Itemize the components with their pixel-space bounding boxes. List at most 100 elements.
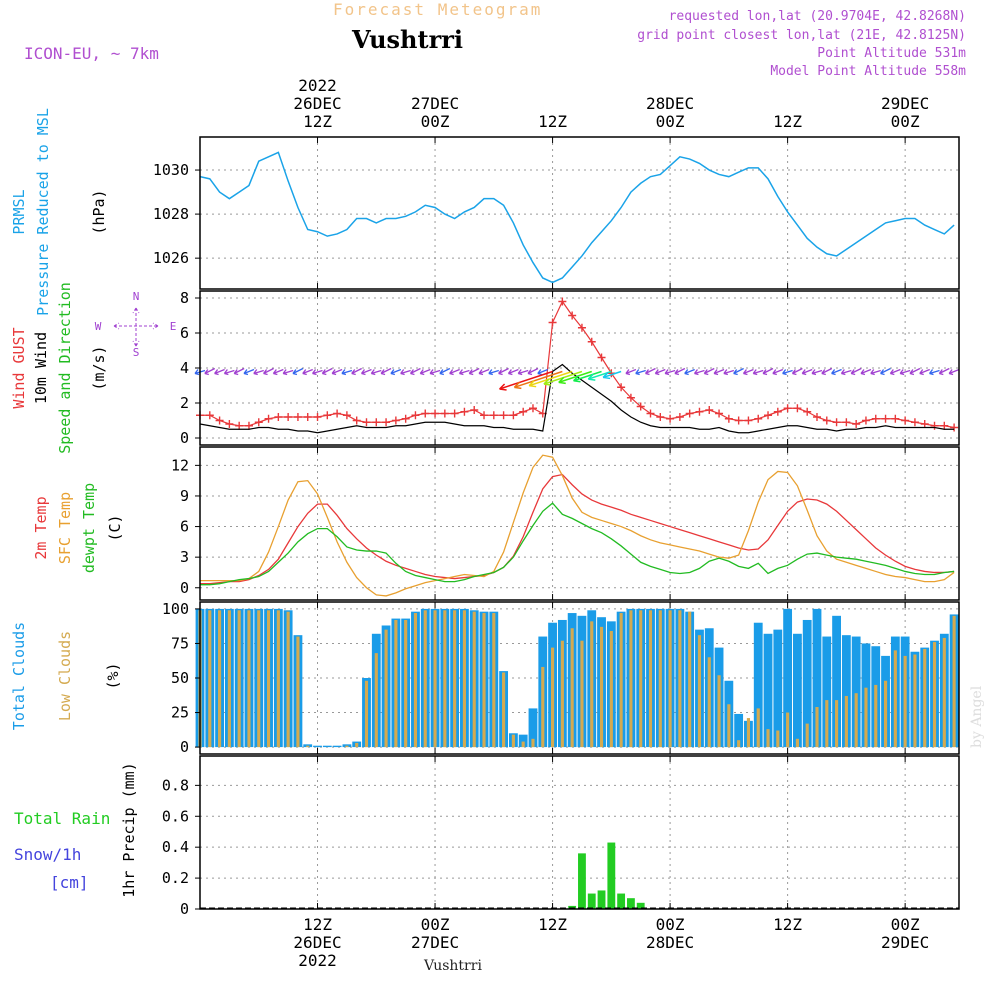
low-clouds-bar (639, 610, 643, 748)
text-layer: 1026 1028 1030 0 2 4 6 8 0 3 6 9 12 0 25 50 75 100 0 0.2 0.4… (10, 76, 929, 970)
wind-barb (899, 369, 911, 376)
unit-wind: (m/s) (90, 345, 108, 390)
ytick-label-pressure: 1028 (153, 205, 189, 223)
wind-barb (850, 367, 862, 376)
wind-barb (439, 367, 451, 376)
low-clouds-bar (932, 642, 937, 748)
wind-barb (517, 369, 529, 376)
low-clouds-bar (874, 684, 878, 748)
rain-bar (597, 890, 606, 909)
ytick-label-precip: 0.4 (162, 838, 189, 856)
gust-marker (489, 411, 498, 420)
wind-barb (253, 369, 264, 376)
wind-barb (791, 367, 803, 376)
low-clouds-bar (482, 613, 486, 748)
label-pressure-msl: Pressure Reduced to MSL (34, 108, 52, 316)
low-clouds-bar (599, 626, 604, 748)
gust-marker (852, 420, 861, 428)
low-clouds-bar (374, 653, 378, 748)
t2m-line (200, 473, 955, 585)
gust-marker (734, 416, 743, 425)
gust-marker (333, 409, 342, 418)
total-clouds-bar (851, 636, 861, 748)
top-time-label: 27DEC (411, 94, 459, 113)
wind-barb-strong (514, 370, 563, 389)
bottom-time-label: 29DEC (881, 933, 929, 952)
wind-barb (449, 368, 460, 376)
wind-barb-strong (558, 370, 592, 384)
low-clouds-bar (227, 610, 231, 748)
low-clouds-bar (619, 613, 623, 748)
wind-barb (870, 369, 881, 376)
wind-barb (360, 368, 372, 376)
gust-marker (881, 414, 890, 423)
ytick-label-pressure: 1026 (153, 249, 189, 267)
low-clouds-bar (462, 610, 466, 748)
low-clouds-bar (893, 650, 897, 748)
ytick-label-clouds: 100 (162, 600, 189, 618)
low-clouds-bar (903, 655, 907, 748)
gust-marker (440, 409, 449, 418)
footer-location: Vushtrri (424, 958, 482, 974)
wind-barb-head (543, 378, 552, 386)
wind-barb (674, 367, 686, 376)
low-clouds-bar (404, 619, 408, 748)
label-1hr-precip: 1hr Precip (mm) (120, 762, 138, 897)
ytick-label-clouds: 25 (171, 704, 189, 722)
wind-barb (507, 368, 519, 376)
wind-barb-head (573, 375, 581, 383)
bottom-time-label: 28DEC (646, 933, 694, 952)
gust-marker (284, 413, 293, 421)
wind-barb-head (528, 380, 537, 388)
ytick-label-clouds: 75 (171, 634, 189, 652)
rain-bar (626, 898, 635, 909)
total-clouds-bar (313, 745, 322, 748)
gust-marker (822, 416, 831, 425)
wind-barb (400, 369, 411, 376)
low-clouds-bar (658, 610, 662, 748)
total-clouds-bar (812, 608, 822, 748)
wind-barb (772, 368, 784, 376)
ytick-label-temp: 9 (180, 487, 189, 505)
wind-barb (742, 368, 754, 376)
ytick-label-clouds: 50 (171, 669, 189, 687)
model-label: ICON-EU, ~ 7km (24, 44, 159, 63)
gust-marker (303, 413, 312, 421)
compass-arrows-icon (113, 307, 159, 347)
low-clouds-bar (345, 745, 349, 748)
label-total-clouds: Total Clouds (10, 622, 28, 730)
low-clouds-bar (717, 675, 721, 748)
gust-marker (587, 337, 596, 346)
wind-barb (243, 368, 255, 376)
low-clouds-bar (697, 635, 702, 748)
low-clouds-bar (815, 707, 819, 748)
dewpt-line (200, 502, 955, 586)
wind-barb (214, 368, 225, 376)
gust-marker (254, 418, 263, 427)
low-clouds-bar (864, 687, 868, 748)
unit-clouds: (%) (104, 662, 122, 689)
total-clouds-bar (822, 636, 832, 748)
label-prmsl: PRMSL (10, 189, 28, 234)
rain-bar (568, 905, 577, 909)
total-clouds-bar (783, 608, 793, 748)
wind-barb (938, 367, 950, 376)
gust-marker (509, 411, 518, 420)
low-clouds-bar (355, 742, 359, 748)
gust-marker (646, 409, 655, 418)
wind-barb (928, 369, 940, 376)
panel-frame-temp (199, 446, 960, 601)
gust-marker (205, 411, 214, 420)
wind-barb (801, 368, 813, 376)
gust-marker (636, 402, 645, 411)
low-clouds-bar (247, 610, 251, 748)
low-clouds-bar (609, 631, 613, 748)
top-time-label: 00Z (656, 112, 685, 131)
top-time-label: 12Z (538, 112, 567, 131)
gust-marker (528, 404, 537, 413)
top-time-label: 28DEC (646, 94, 694, 113)
gust-marker (773, 407, 782, 416)
gust-marker (264, 414, 273, 423)
wind-barb (302, 368, 313, 376)
wind-barb (831, 368, 842, 376)
